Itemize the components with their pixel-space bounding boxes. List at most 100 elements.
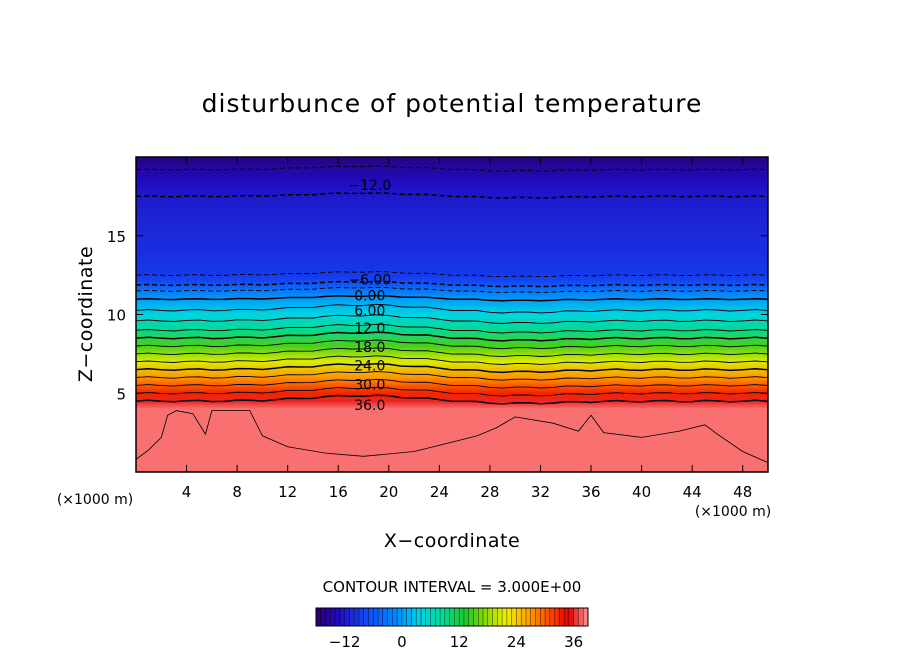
colorbar-cell (363, 608, 369, 626)
colorbar-cell (401, 608, 407, 626)
y-tick-label: 10 (107, 307, 126, 325)
contour-label: 18.0 (354, 340, 385, 356)
contour-label: 6.00 (354, 304, 385, 320)
colorbar-cell (344, 608, 350, 626)
colorbar-cell (502, 608, 508, 626)
colorbar-cell (492, 608, 498, 626)
contour-line (136, 378, 768, 389)
colorbar-tick-label: 24 (507, 633, 526, 651)
chart-title: disturbunce of potential temperature (202, 89, 703, 118)
colorbar-cell (378, 608, 384, 626)
contour-label: 0.00 (354, 289, 385, 305)
y-axis: 5 10 15 (107, 228, 768, 403)
x-tick-label: 8 (232, 483, 242, 501)
colorbar-cell (463, 608, 469, 626)
x-tick-label: 28 (480, 483, 499, 501)
colorbar-cell (483, 608, 489, 626)
colorbar-cell (335, 608, 341, 626)
contour-line (136, 286, 768, 293)
x-axis-label: X−coordinate (384, 530, 520, 552)
colorbar-tick-label: 36 (564, 633, 583, 651)
colorbar-cell (387, 608, 393, 626)
contour-label: 12.0 (354, 321, 385, 337)
colorbar-cell (382, 608, 388, 626)
contour-line (136, 347, 768, 358)
contour-line (136, 339, 768, 350)
colorbar-cell (545, 608, 551, 626)
colorbar-cell (435, 608, 441, 626)
colorbar-cell (440, 608, 446, 626)
contour-label: 24.0 (354, 359, 385, 375)
contour-line (136, 271, 768, 278)
surface-contour (136, 410, 768, 463)
colorbar-tick-label: 12 (450, 633, 469, 651)
x-tick-label: 24 (430, 483, 449, 501)
colorbar-cell (330, 608, 336, 626)
contour-line (136, 192, 768, 199)
colorbar-cell (358, 608, 365, 626)
colorbar-cell (573, 608, 579, 626)
contour-line (136, 362, 768, 374)
x-tick-label: 4 (182, 483, 192, 501)
colorbar-cell (540, 608, 546, 626)
colorbar-cell (525, 608, 532, 626)
colorbar-cell (449, 608, 455, 626)
contour-line (136, 303, 768, 314)
colorbar-tick-label: 0 (397, 633, 407, 651)
colorbar-cell (521, 608, 527, 626)
colorbar-cell (549, 608, 555, 626)
colorbar-cell (349, 608, 355, 626)
x-axis: 4 8 12 16 20 24 28 32 36 40 44 48 (182, 157, 752, 501)
colorbar-cell (373, 608, 379, 626)
x-tick-label: 44 (683, 483, 702, 501)
colorbar-cell (564, 608, 570, 626)
colorbar-cell (559, 608, 565, 626)
x-tick-label: 12 (278, 483, 297, 501)
colorbar-cell (406, 608, 412, 626)
colorbar-cell (468, 608, 474, 626)
colorbar-cell (368, 608, 374, 626)
contour-line (136, 386, 768, 397)
colorbar-cell (578, 608, 584, 626)
y-tick-label: 5 (116, 385, 126, 403)
temperature-field (136, 157, 768, 472)
colorbar-cell (516, 608, 522, 626)
contour-lines (136, 165, 768, 405)
colorbar-cell (511, 608, 517, 626)
colorbar-tick-label: −12 (329, 633, 361, 651)
colorbar-cell (411, 608, 417, 626)
colorbar-cell (487, 608, 493, 626)
colorbar-cell (473, 608, 479, 626)
colorbar-cell (454, 608, 460, 626)
colorbar-cell (535, 608, 541, 626)
x-tick-label: 16 (329, 483, 348, 501)
contour-label: −6.00 (348, 273, 391, 289)
colorbar-cell (583, 608, 589, 626)
colorbar-cell (430, 608, 436, 626)
colorbar-cell (397, 608, 403, 626)
x-unit-right: (×1000 m) (695, 504, 771, 520)
colorbar-cell (392, 608, 398, 626)
colorbar-cell (316, 608, 322, 626)
x-tick-label: 40 (632, 483, 651, 501)
y-tick-label: 15 (107, 228, 126, 246)
plot-area (136, 157, 768, 472)
colorbar-cell (506, 608, 512, 626)
colorbar-cell (530, 608, 536, 626)
colorbar-frame (315, 607, 589, 627)
colorbar-cell (554, 608, 560, 626)
colorbar-cell (416, 608, 422, 626)
x-tick-label: 48 (733, 483, 752, 501)
x-tick-label: 32 (531, 483, 550, 501)
y-axis-label: Z−coordinate (75, 246, 97, 382)
colorbar-cell (459, 608, 465, 626)
contour-line (136, 280, 768, 288)
x-unit-left: (×1000 m) (57, 492, 133, 508)
contour-label: −12.0 (348, 178, 391, 194)
colorbar-cell (444, 608, 450, 626)
colorbar-cell (568, 608, 574, 626)
surface-contours (136, 410, 768, 463)
colorbar-cell (354, 608, 360, 626)
contour-line (136, 394, 768, 405)
